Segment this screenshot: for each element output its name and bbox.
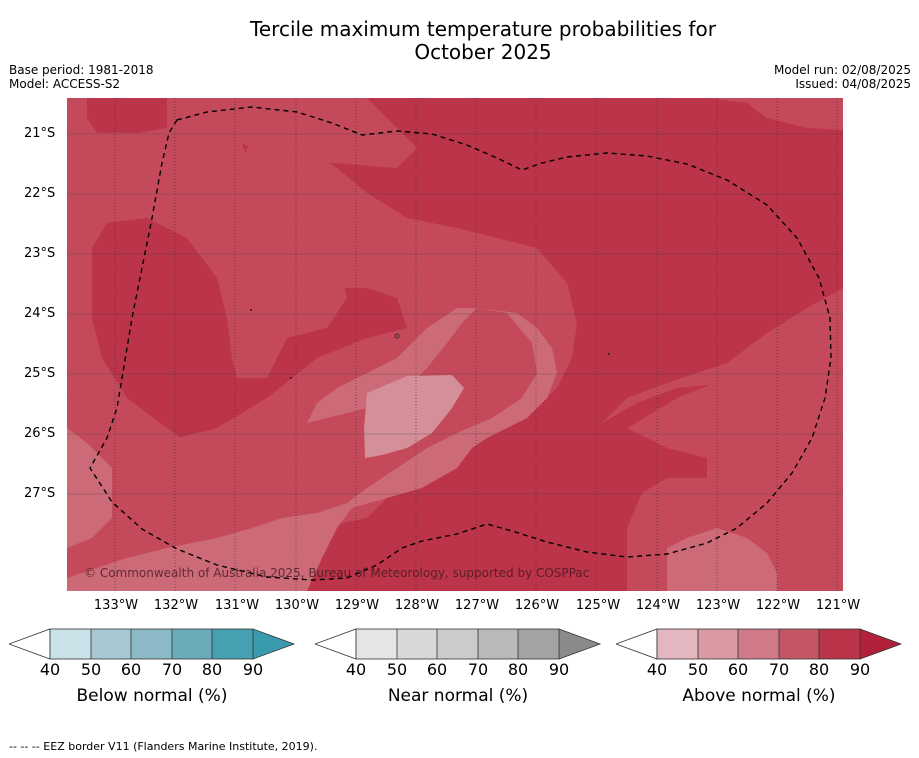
legend-tick: 50 — [386, 660, 408, 679]
lat-label: 25°S — [24, 366, 56, 381]
lon-label: 125°W — [575, 598, 621, 613]
legend-swatch — [212, 629, 253, 659]
legend-swatch — [397, 629, 437, 659]
lat-label: 24°S — [24, 306, 56, 321]
legend-swatch — [172, 629, 212, 659]
legend-colorbar-near — [315, 628, 602, 660]
legend-title-above: Above normal (%) — [682, 686, 836, 706]
legend-arrow-low — [616, 628, 658, 660]
gridlines — [114, 98, 838, 591]
lon-label: 128°W — [394, 598, 440, 613]
lat-label: 27°S — [24, 486, 56, 501]
legend-swatch — [437, 629, 478, 659]
legend-arrow-high — [559, 629, 600, 659]
legend-tick: 40 — [345, 660, 367, 679]
eez-border — [89, 106, 832, 581]
legend-tick: 60 — [426, 660, 448, 679]
legend-swatch — [657, 629, 698, 659]
title-line-1: Tercile maximum temperature probabilitie… — [250, 17, 716, 41]
above-70-region-east — [707, 98, 843, 130]
lon-label: 129°W — [334, 598, 380, 613]
base-period: Base period: 1981-2018 — [9, 63, 154, 77]
legend-tick: 40 — [39, 660, 61, 679]
legend-tick: 80 — [201, 660, 223, 679]
above-60-region-south — [667, 528, 777, 591]
legend-tick: 60 — [727, 660, 749, 679]
island-speck — [250, 309, 252, 311]
lon-label: 124°W — [635, 598, 681, 613]
legend-swatch — [91, 629, 131, 659]
legend-swatch — [50, 629, 91, 659]
legend-swatch — [698, 629, 738, 659]
lon-label: 133°W — [93, 598, 139, 613]
legend-tick: 80 — [507, 660, 529, 679]
legend-colorbar-below — [9, 628, 296, 660]
legend-swatch — [478, 629, 518, 659]
above-60-region-west — [67, 428, 112, 548]
lon-label: 131°W — [214, 598, 260, 613]
legend-title-below: Below normal (%) — [76, 686, 228, 706]
legend-arrow-low — [9, 628, 51, 660]
legend-colorbar-above — [616, 628, 903, 660]
lon-label: 126°W — [514, 598, 560, 613]
legend-arrow-high — [253, 629, 294, 659]
island-speck — [608, 353, 610, 355]
legend-tick: 70 — [768, 660, 790, 679]
legend-tick: 60 — [120, 660, 142, 679]
legend-tick: 50 — [687, 660, 709, 679]
above-70-region-mideast — [602, 288, 843, 423]
run-info: Model run: 02/08/2025 Issued: 04/08/2025 — [774, 63, 911, 91]
legend-tick: 90 — [548, 660, 570, 679]
legend-tick: 50 — [80, 660, 102, 679]
lon-label: 132°W — [153, 598, 199, 613]
legend-swatch — [131, 629, 172, 659]
legend-arrow-high — [860, 629, 901, 659]
lat-label: 23°S — [24, 246, 56, 261]
lon-label: 122°W — [755, 598, 801, 613]
issued-date: Issued: 04/08/2025 — [795, 77, 911, 91]
lon-label: 130°W — [274, 598, 320, 613]
model-info: Base period: 1981-2018 Model: ACCESS-S2 — [9, 63, 154, 91]
above-50-region — [364, 375, 464, 458]
lat-label: 21°S — [24, 126, 56, 141]
legend-tick: 70 — [467, 660, 489, 679]
legend-swatch — [356, 629, 397, 659]
above-60-region-center — [67, 308, 557, 591]
legend-title-near: Near normal (%) — [387, 686, 529, 706]
island-speck — [394, 333, 400, 339]
title-line-2: October 2025 — [414, 40, 552, 64]
legend-swatch — [819, 629, 860, 659]
legend-tick: 80 — [808, 660, 830, 679]
map-title: Tercile maximum temperature probabilitie… — [0, 18, 919, 64]
legend-tick: 40 — [646, 660, 668, 679]
map-canvas — [67, 98, 843, 591]
above-70-region-south — [627, 348, 843, 591]
above-70-region-north — [67, 98, 417, 443]
model-name: Model: ACCESS-S2 — [9, 77, 121, 91]
lat-gridlines — [67, 133, 843, 495]
lon-label: 123°W — [695, 598, 741, 613]
lon-label: 121°W — [815, 598, 861, 613]
lat-label: 22°S — [24, 186, 56, 201]
legend-tick: 90 — [849, 660, 871, 679]
legend-swatch — [518, 629, 559, 659]
copyright-notice: © Commonwealth of Australia 2025, Bureau… — [84, 566, 590, 580]
legend-tick: 90 — [242, 660, 264, 679]
eez-footnote: -- -- -- EEZ border V11 (Flanders Marine… — [9, 740, 318, 753]
probability-map — [67, 98, 843, 591]
legend-swatch — [779, 629, 819, 659]
legend-arrow-low — [315, 628, 357, 660]
legend-tick: 70 — [161, 660, 183, 679]
legend-swatch — [738, 629, 779, 659]
above-70-region-center — [67, 143, 577, 591]
island-speck — [290, 377, 292, 379]
model-run-date: Model run: 02/08/2025 — [773, 63, 911, 77]
lat-label: 26°S — [24, 426, 56, 441]
lon-label: 127°W — [454, 598, 500, 613]
